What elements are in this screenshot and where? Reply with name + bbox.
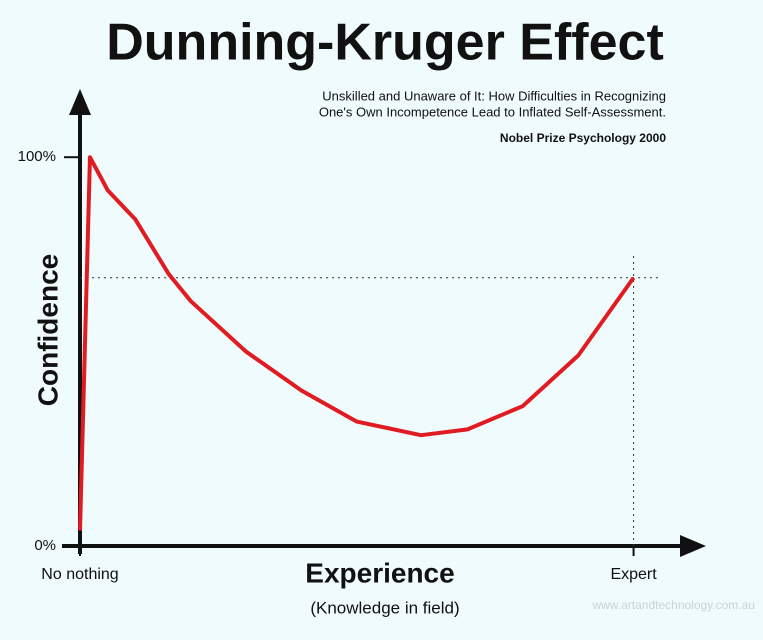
line-series: [78, 155, 636, 531]
x-tick-label: Expert: [610, 566, 657, 583]
x-axis-arrow: [680, 535, 706, 557]
chart-title: Dunning-Kruger Effect: [106, 14, 664, 72]
y-axis-arrow: [69, 89, 91, 115]
subtitle: Unskilled and Unaware of It: How Difficu…: [322, 88, 666, 103]
x-axis-note: (Knowledge in field): [310, 598, 459, 617]
credit: www.artandtechnology.com.au: [591, 598, 755, 612]
y-tick-label: 0%: [34, 537, 56, 554]
y-axis-label: Confidence: [32, 254, 63, 406]
annotation: Nobel Prize Psychology 2000: [500, 131, 666, 145]
x-axis-label: Experience: [305, 557, 454, 588]
x-tick-label: No nothing: [41, 566, 118, 583]
subtitle: One's Own Incompetence Lead to Inflated …: [319, 104, 666, 119]
y-tick-label: 100%: [18, 148, 56, 165]
